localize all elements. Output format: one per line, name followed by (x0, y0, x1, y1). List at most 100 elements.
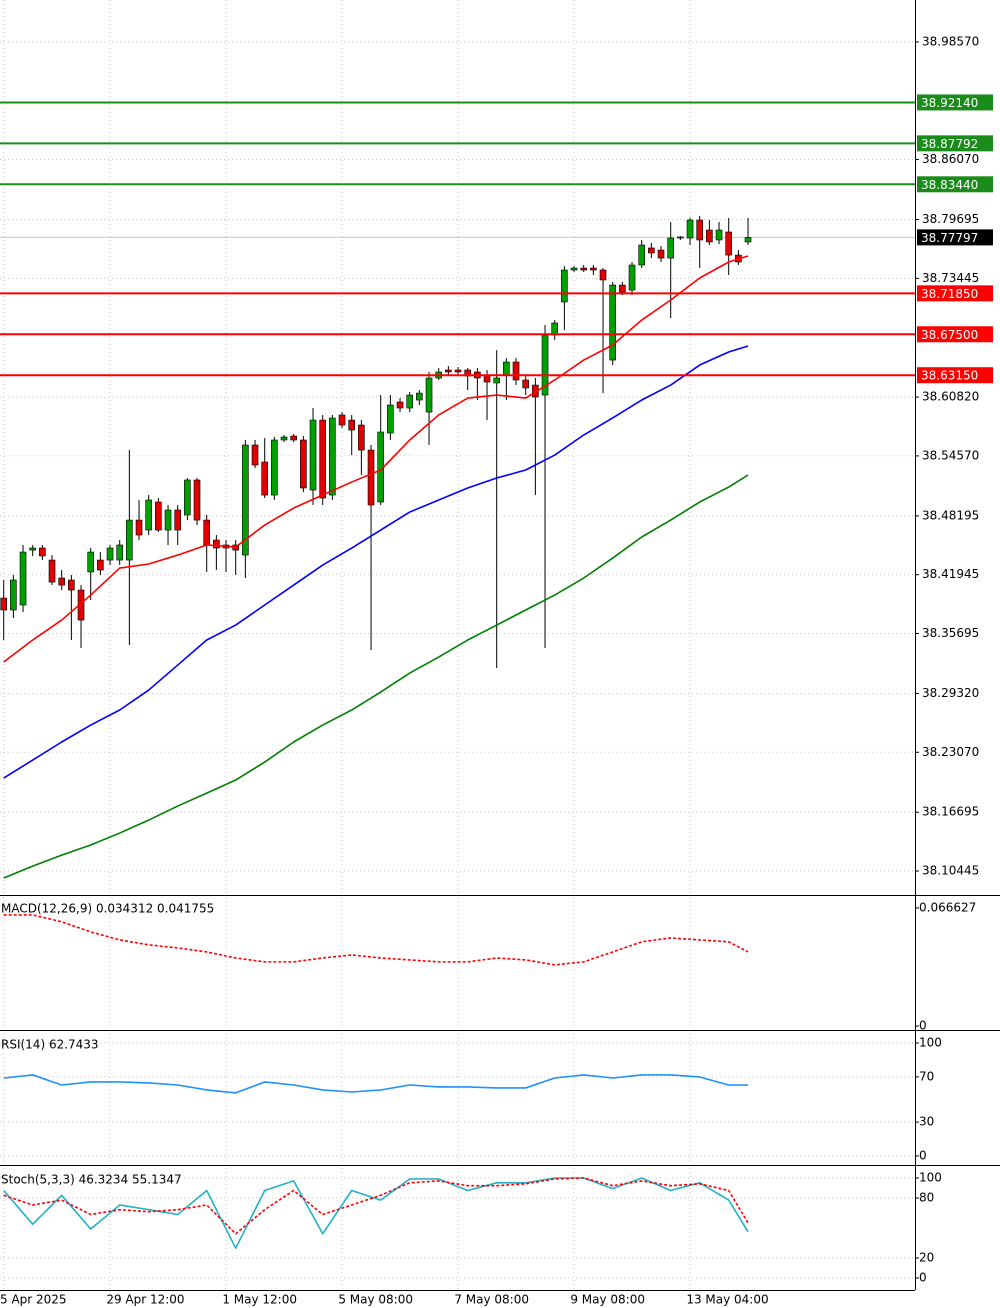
candle-body (290, 435, 298, 441)
candle-body (628, 264, 636, 291)
candle-body (425, 377, 433, 413)
candle-body (242, 444, 249, 556)
candle-body (213, 539, 220, 549)
candle-body (358, 424, 365, 451)
x-tick-label: 9 May 08:00 (570, 1293, 645, 1307)
candle-body (416, 392, 423, 401)
x-tick-label: 13 May 04:00 (686, 1293, 768, 1307)
candle-body (106, 547, 114, 561)
mark-layer (0, 101, 915, 1249)
candle-body (58, 577, 66, 586)
y-tick-label: 38.10445 (922, 864, 979, 878)
candle-body (203, 519, 210, 546)
candle-body (126, 519, 133, 561)
y-tick-label: 0 (919, 1148, 927, 1162)
candle-body (696, 219, 704, 241)
level-label-box (917, 326, 993, 343)
y-tick-label: 20 (919, 1251, 934, 1265)
candle-body (454, 369, 462, 373)
candle-body (686, 219, 694, 239)
candle-body (638, 244, 646, 266)
candle-body (309, 419, 317, 491)
candle-body (667, 237, 675, 259)
candle-body (271, 439, 278, 496)
y-tick-label: 38.35695 (922, 626, 979, 640)
candle-body (367, 449, 375, 506)
candle-body (725, 231, 733, 256)
candle-body (280, 436, 288, 441)
indicator-title: MACD(12,26,9) 0.034312 0.041755 (1, 902, 214, 916)
indicator-line (3, 1177, 749, 1249)
x-tick-label: 7 May 08:00 (454, 1293, 529, 1307)
candle-body (387, 404, 394, 434)
candle-body (116, 544, 123, 561)
x-tick-label: 29 Apr 12:00 (106, 1293, 184, 1307)
candle-body (522, 379, 530, 389)
candle-body (551, 322, 559, 336)
candle-body (261, 461, 269, 496)
level-label: 38.71850 (921, 287, 978, 301)
indicator-line (3, 345, 749, 779)
candle-body (590, 267, 597, 271)
candle-body (493, 377, 501, 384)
candle-body (135, 519, 143, 536)
indicator-line (3, 1177, 749, 1235)
candle-body (155, 501, 162, 531)
candle-body (193, 479, 201, 521)
candle-body (512, 361, 520, 381)
candle-body (677, 236, 684, 239)
grid-layer (0, 0, 919, 1290)
level-label-box (917, 367, 993, 384)
candle-body (29, 547, 37, 551)
candle-body (10, 579, 17, 611)
candle-body (329, 417, 336, 496)
level-label: 38.92140 (921, 96, 978, 110)
y-tick-label: 38.54570 (922, 448, 979, 462)
y-tick-label: 0 (919, 1019, 927, 1033)
candle-body (0, 597, 7, 611)
candle-body (48, 559, 56, 583)
indicator-line (3, 914, 749, 966)
indicator-line (3, 255, 749, 663)
y-tick-label: 80 (919, 1191, 934, 1205)
candle-body (580, 267, 588, 271)
current-price-label: 38.77797 (921, 231, 978, 245)
y-tick-label: 0 (919, 1271, 927, 1285)
level-label-box (917, 135, 993, 152)
y-tick-label: 38.41945 (922, 567, 979, 581)
candle-body (445, 369, 452, 373)
level-label: 38.63150 (921, 369, 978, 383)
level-label: 38.87792 (921, 137, 978, 151)
candle-body (609, 284, 617, 361)
indicator-line (3, 1074, 749, 1094)
candle-body (300, 439, 307, 489)
candle-body (39, 547, 46, 557)
candle-body (715, 229, 723, 241)
y-tick-label: 38.48195 (922, 508, 979, 522)
level-label-box (917, 176, 993, 193)
current-price-box (917, 229, 993, 246)
level-label-box (917, 94, 993, 111)
candle-body (503, 361, 510, 376)
y-tick-label: 100 (919, 1171, 942, 1185)
indicator-title: Stoch(5,3,3) 46.3234 55.1347 (1, 1173, 182, 1187)
candle-body (97, 559, 104, 571)
candle-body (145, 499, 152, 531)
candle-body (87, 551, 94, 573)
y-tick-label: 38.23070 (922, 745, 979, 759)
indicator-line (3, 474, 749, 879)
y-tick-label: 38.60820 (922, 390, 979, 404)
candle-body (570, 267, 578, 271)
candle-body (706, 229, 713, 243)
x-tick-label: 5 May 08:00 (338, 1293, 413, 1307)
y-tick-label: 38.86070 (922, 152, 979, 166)
candle-body (319, 419, 327, 499)
candle-body (164, 509, 172, 531)
candle-body (68, 579, 75, 591)
y-tick-label: 30 (919, 1115, 934, 1129)
candle-body (184, 479, 191, 516)
level-label: 38.67500 (921, 328, 978, 342)
candle-body (657, 249, 665, 259)
